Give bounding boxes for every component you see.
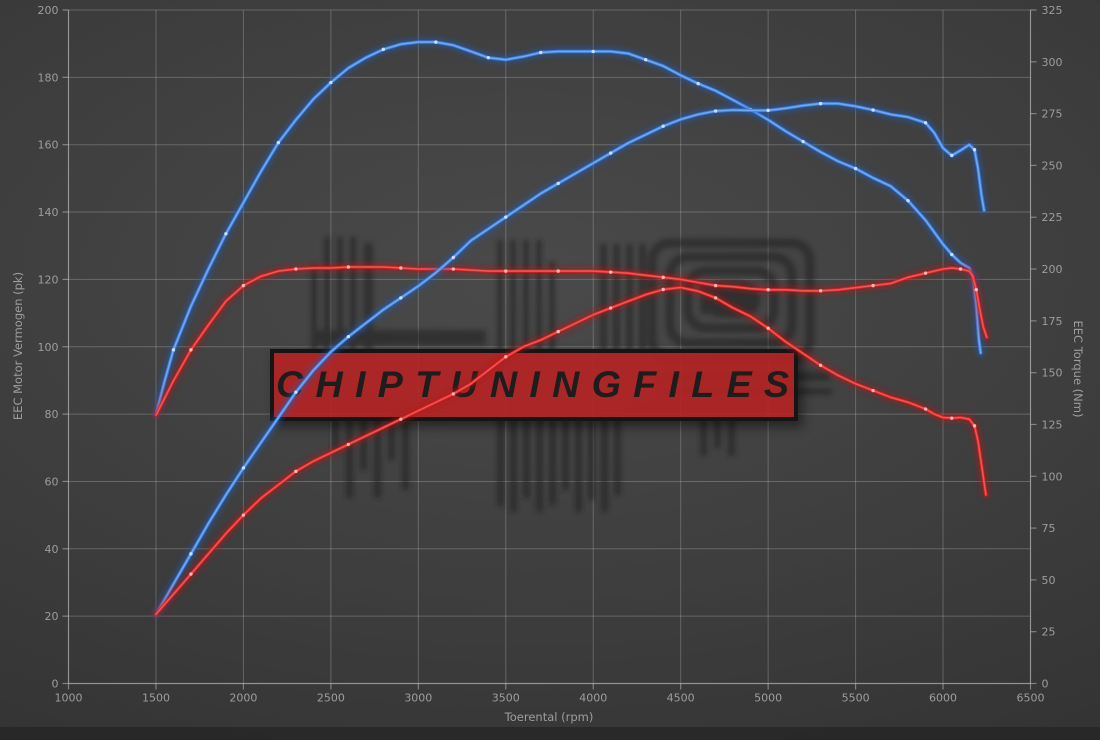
y-left-tick-label: 20 (45, 610, 59, 623)
x-axis-label: Toerental (rpm) (504, 710, 594, 724)
y-left-tick-label: 60 (45, 475, 59, 488)
y-left-tick-label: 140 (38, 206, 59, 219)
y-right-tick-label: 0 (1042, 678, 1049, 691)
y-left-tick-label: 120 (38, 273, 59, 286)
watermark-banner-text: CHIPTUNINGFILES (276, 364, 802, 405)
x-tick-label: 4000 (579, 692, 607, 705)
x-tick-label: 5000 (754, 692, 782, 705)
y-right-tick-label: 50 (1042, 574, 1056, 587)
y-left-tick-label: 180 (38, 71, 59, 84)
y-left-tick-label: 100 (38, 341, 59, 354)
x-tick-label: 1000 (55, 692, 83, 705)
x-tick-label: 2500 (317, 692, 345, 705)
x-tick-label: 3500 (492, 692, 520, 705)
y-right-tick-label: 275 (1042, 108, 1063, 121)
y-right-tick-label: 300 (1042, 56, 1063, 69)
watermark-banner: CHIPTUNINGFILES (270, 349, 798, 421)
x-tick-label: 6500 (1017, 692, 1045, 705)
y-right-tick-label: 100 (1042, 470, 1063, 483)
y-right-tick-label: 225 (1042, 211, 1063, 224)
curve-blue-power-pk (152, 100, 988, 618)
y-right-tick-label: 325 (1042, 4, 1063, 17)
y-right-tick-label: 75 (1042, 522, 1056, 535)
x-tick-label: 4500 (667, 692, 695, 705)
y-right-tick-label: 200 (1042, 263, 1063, 276)
x-tick-label: 2000 (229, 692, 257, 705)
y-left-tick-label: 80 (45, 408, 59, 421)
x-tick-label: 3000 (404, 692, 432, 705)
x-tick-label: 6000 (929, 692, 957, 705)
x-tick-label: 1500 (142, 692, 170, 705)
y-right-tick-label: 250 (1042, 159, 1063, 172)
curve-blue-torque-nm (152, 38, 985, 418)
y-axis-label-left: EEC Motor Vermogen (pk) (11, 271, 25, 421)
x-tick-label: 5500 (842, 692, 870, 705)
y-right-tick-label: 25 (1042, 626, 1056, 639)
y-left-tick-label: 40 (45, 543, 59, 556)
y-right-tick-label: 150 (1042, 367, 1063, 380)
curve-red-torque-nm (152, 263, 991, 419)
y-left-tick-label: 160 (38, 139, 59, 152)
y-left-tick-label: 0 (52, 678, 59, 691)
curve-red-power-pk (152, 284, 990, 618)
y-right-tick-label: 125 (1042, 418, 1063, 431)
y-right-tick-label: 175 (1042, 315, 1063, 328)
y-left-tick-label: 200 (38, 4, 59, 17)
bottom-shade-band (0, 727, 1100, 740)
y-axis-label-right: EEC Torque (Nm) (1071, 320, 1085, 418)
